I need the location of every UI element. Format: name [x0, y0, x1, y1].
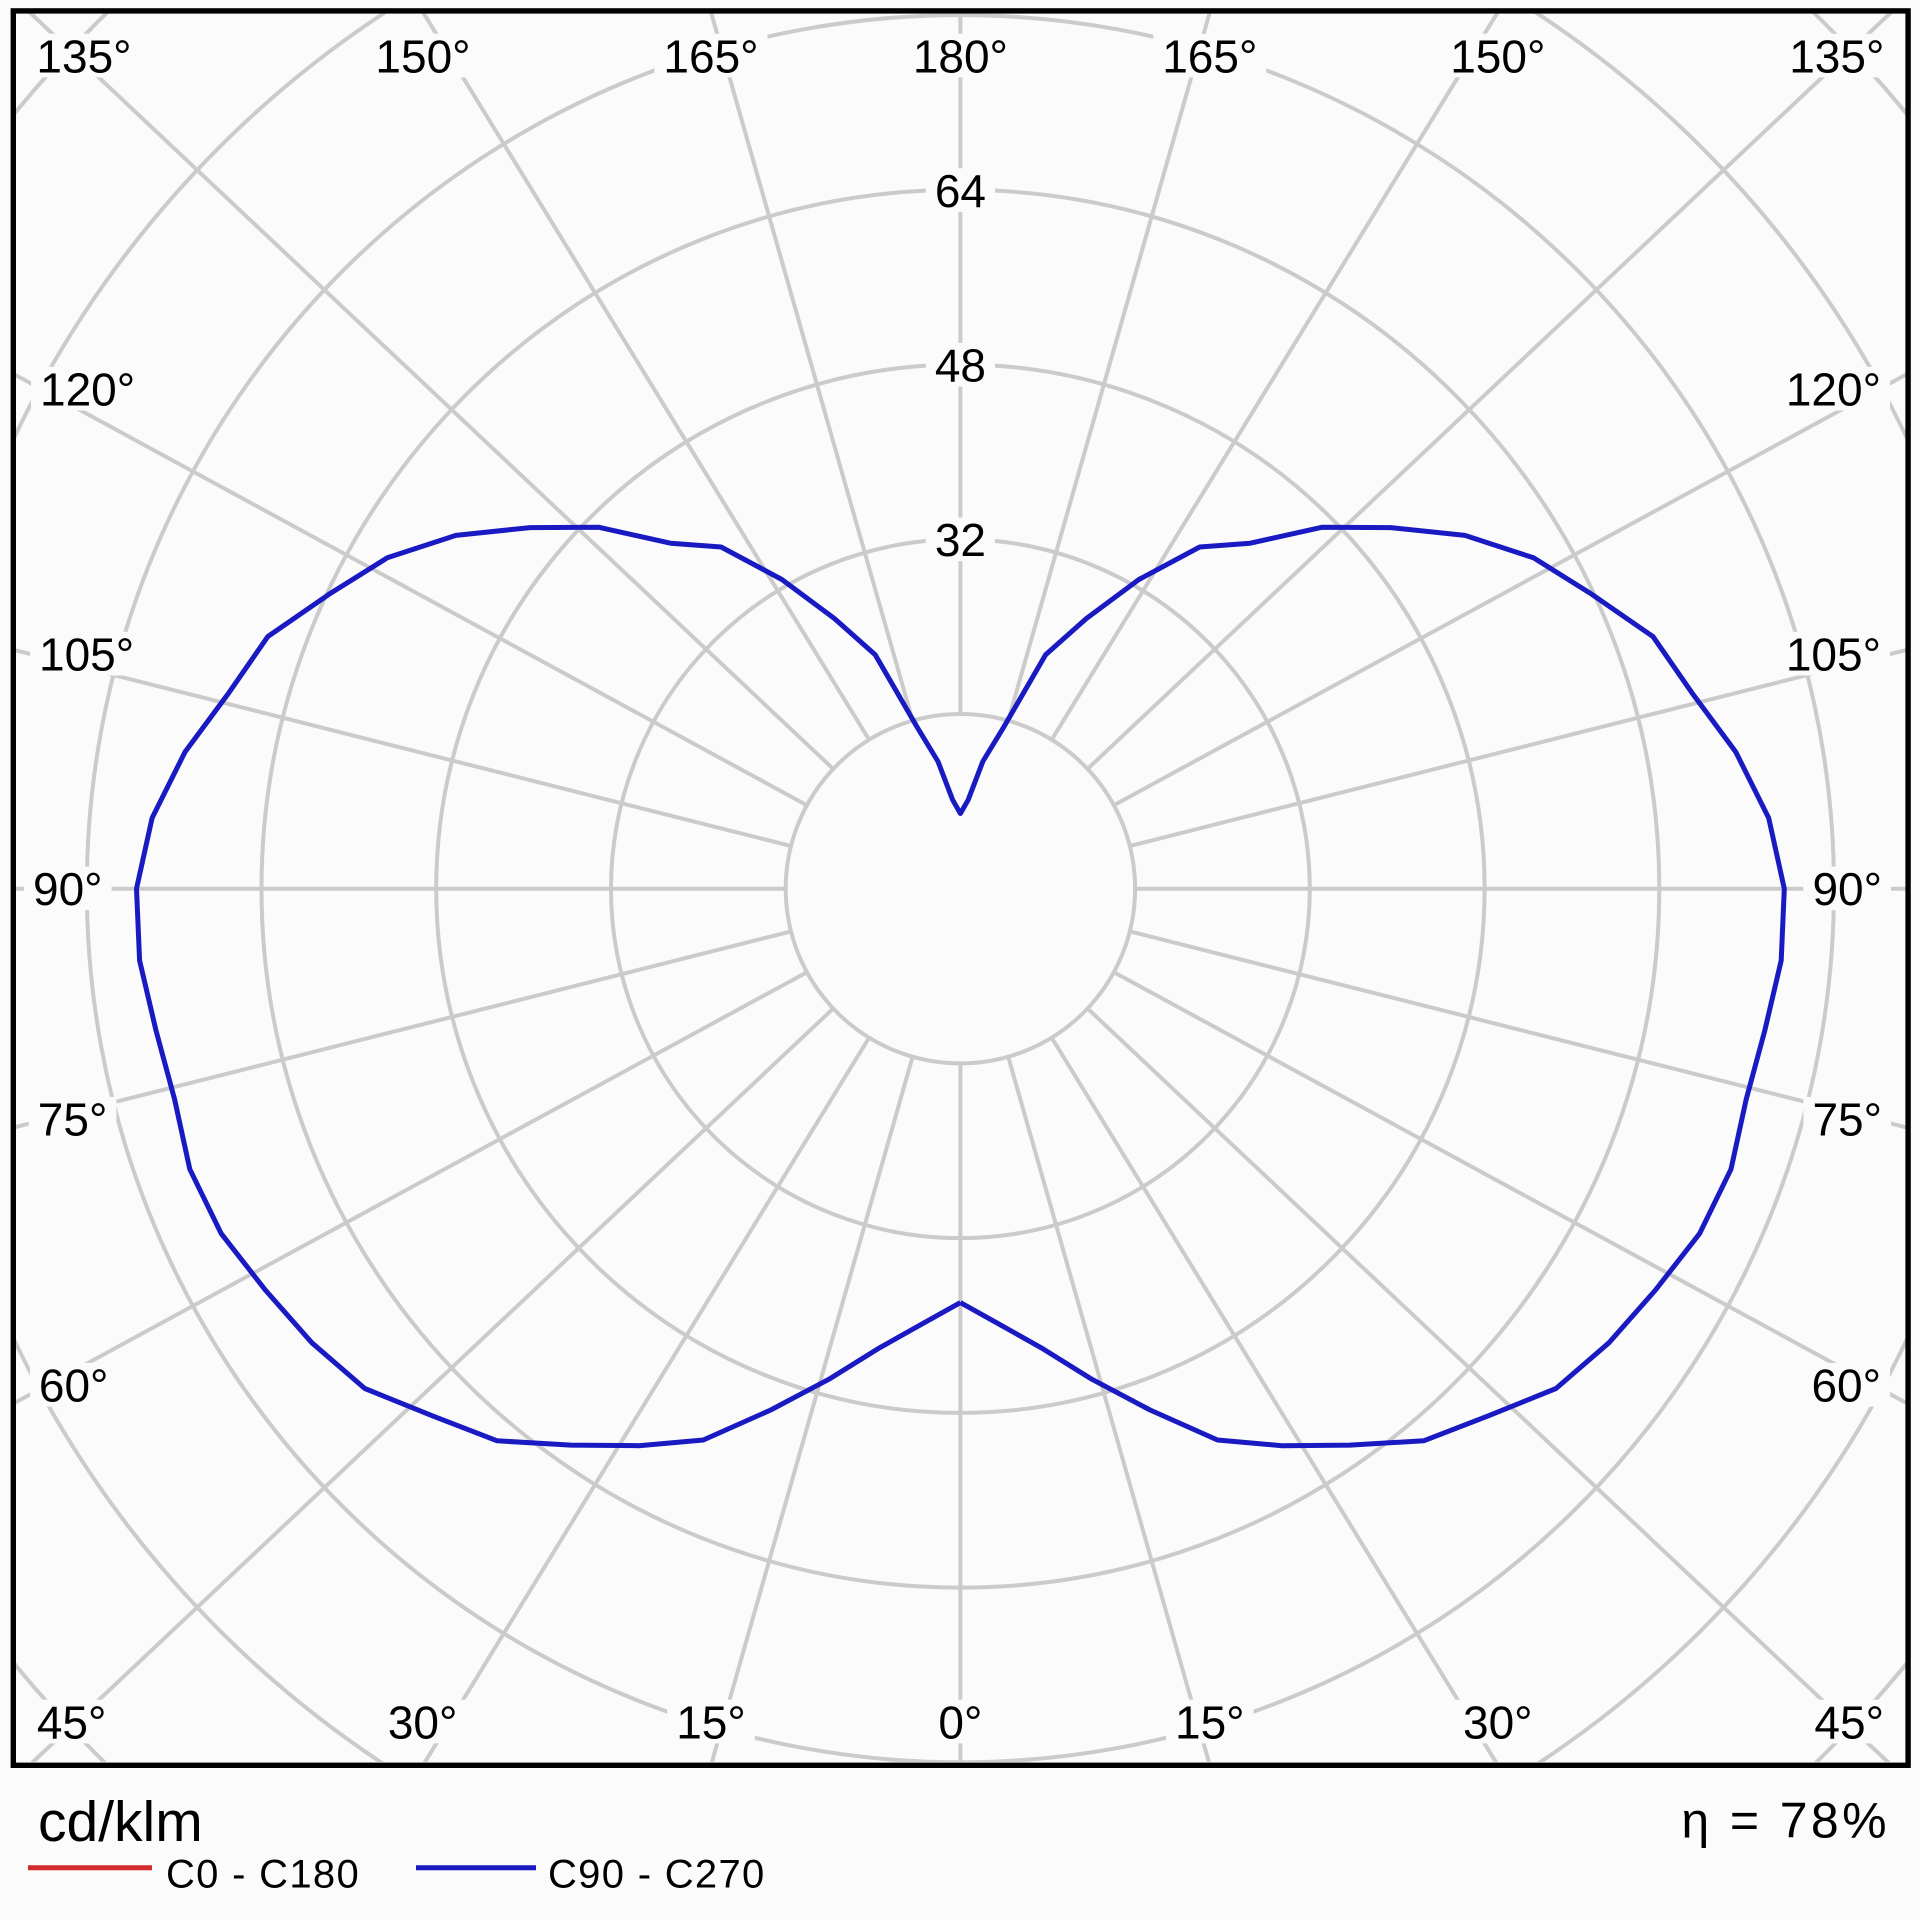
svg-text:30°: 30°	[388, 1696, 458, 1748]
svg-text:75°: 75°	[1812, 1094, 1882, 1146]
svg-text:15°: 15°	[676, 1696, 746, 1748]
svg-text:cd/klm: cd/klm	[38, 1790, 203, 1854]
svg-text:48: 48	[935, 340, 986, 392]
svg-text:64: 64	[935, 165, 986, 217]
svg-text:105°: 105°	[1786, 629, 1881, 681]
svg-text:30°: 30°	[1463, 1696, 1533, 1748]
svg-text:90°: 90°	[1812, 863, 1882, 915]
svg-text:75°: 75°	[38, 1094, 108, 1146]
svg-text:105°: 105°	[39, 629, 134, 681]
svg-text:165°: 165°	[1162, 30, 1257, 82]
svg-text:150°: 150°	[375, 30, 470, 82]
svg-text:15°: 15°	[1175, 1696, 1245, 1748]
svg-text:η = 78%: η = 78%	[1681, 1793, 1890, 1849]
svg-text:32: 32	[935, 514, 986, 566]
svg-text:135°: 135°	[1789, 30, 1884, 82]
svg-text:180°: 180°	[913, 30, 1008, 82]
svg-text:120°: 120°	[1786, 364, 1881, 416]
svg-text:C90 - C270: C90 - C270	[548, 1853, 766, 1897]
svg-text:0°: 0°	[938, 1696, 982, 1748]
svg-text:150°: 150°	[1450, 30, 1545, 82]
svg-text:45°: 45°	[1814, 1696, 1884, 1748]
svg-text:60°: 60°	[39, 1360, 109, 1412]
svg-text:C0 - C180: C0 - C180	[166, 1853, 360, 1897]
svg-text:60°: 60°	[1811, 1360, 1881, 1412]
svg-text:90°: 90°	[33, 863, 103, 915]
svg-text:45°: 45°	[37, 1696, 107, 1748]
svg-text:165°: 165°	[663, 30, 758, 82]
svg-text:120°: 120°	[40, 364, 135, 416]
svg-text:135°: 135°	[36, 30, 131, 82]
